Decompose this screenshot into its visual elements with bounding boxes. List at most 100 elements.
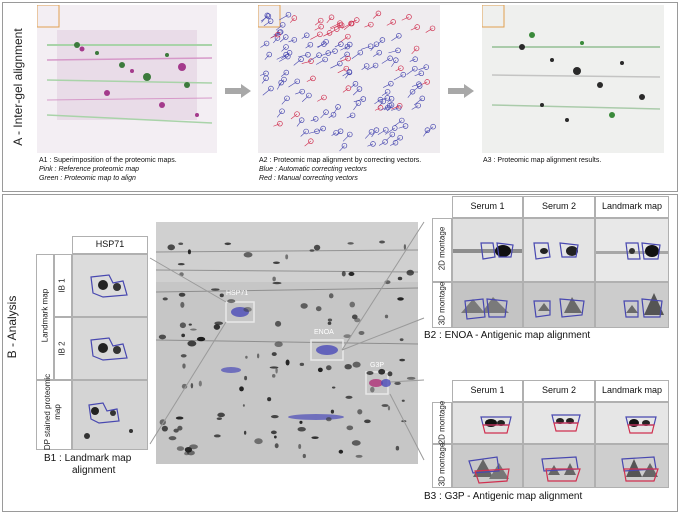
correcting-vector-line bbox=[425, 28, 433, 33]
correcting-vector-line bbox=[301, 35, 307, 39]
correcting-vector-line bbox=[377, 101, 384, 108]
protein-spot bbox=[330, 409, 335, 414]
correcting-vector-line bbox=[409, 58, 416, 62]
manual-vector-marker bbox=[368, 21, 374, 28]
b3-row1-label-cell bbox=[432, 402, 452, 444]
protein-spot bbox=[271, 352, 277, 357]
protein-spot bbox=[254, 438, 263, 445]
manual-vector-marker bbox=[310, 75, 316, 82]
protein-spot bbox=[347, 242, 354, 245]
correcting-vector-line bbox=[279, 36, 286, 43]
b1-row1-label-cell bbox=[54, 254, 72, 317]
protein-spot bbox=[343, 334, 352, 339]
protein-spot bbox=[274, 341, 283, 348]
b2-col1-header-cell bbox=[452, 196, 523, 218]
correcting-vector-line bbox=[326, 50, 336, 54]
central-hsp-label: HSP71 bbox=[226, 290, 249, 297]
protein-spot bbox=[273, 435, 277, 439]
auto-vector-marker bbox=[368, 129, 375, 135]
protein-spot bbox=[175, 416, 184, 420]
correcting-vector-line bbox=[378, 97, 388, 101]
protein-spot bbox=[272, 281, 282, 285]
protein-spot bbox=[244, 375, 248, 381]
correcting-vector-line bbox=[388, 50, 399, 54]
b1-row3-image bbox=[72, 380, 148, 450]
correcting-vector-line bbox=[391, 107, 399, 111]
correcting-vector-line bbox=[304, 140, 311, 147]
correcting-vector-line bbox=[293, 59, 302, 66]
manual-vector-marker bbox=[377, 105, 384, 111]
correcting-vector-line bbox=[423, 129, 428, 137]
protein-spot bbox=[327, 321, 332, 325]
b1-header-cell bbox=[72, 236, 148, 254]
correcting-vector-line bbox=[414, 98, 423, 106]
b2-row2-label-cell bbox=[432, 282, 452, 328]
correcting-vector-line bbox=[393, 74, 404, 81]
protein-spot bbox=[243, 430, 247, 435]
correcting-vector-line bbox=[353, 98, 364, 103]
protein-spot bbox=[271, 374, 276, 378]
section-b-panel bbox=[2, 194, 678, 512]
b2-col1-header: Serum 1 bbox=[470, 201, 505, 211]
auto-vector-marker bbox=[306, 92, 312, 99]
auto-vector-marker bbox=[305, 51, 311, 58]
protein-spot bbox=[167, 244, 175, 251]
correcting-vector-line bbox=[342, 134, 351, 142]
correcting-vector-line bbox=[370, 43, 377, 51]
correcting-vector-line bbox=[414, 73, 422, 77]
correcting-vector-line bbox=[339, 58, 349, 62]
correcting-vector-line bbox=[383, 107, 389, 111]
protein-spot bbox=[395, 445, 400, 451]
b2-3d-serum1 bbox=[452, 282, 523, 328]
protein-spot bbox=[213, 324, 221, 330]
correcting-vector-line bbox=[425, 126, 434, 134]
auto-vector-marker bbox=[263, 70, 269, 77]
b2-col2-header: Serum 2 bbox=[541, 201, 576, 211]
protein-spot bbox=[217, 412, 225, 418]
correcting-vector-line bbox=[391, 105, 400, 110]
correcting-vector-line bbox=[273, 37, 278, 44]
caption-a1: A1 : Superimposition of the proteomic ma… bbox=[39, 156, 239, 183]
protein-spot bbox=[297, 426, 306, 432]
auto-vector-marker bbox=[285, 11, 292, 18]
protein-spot bbox=[327, 318, 333, 322]
correcting-vector-line bbox=[275, 24, 283, 31]
auto-vector-marker bbox=[268, 85, 274, 92]
auto-vector-marker bbox=[400, 71, 406, 78]
auto-vector-marker bbox=[347, 131, 353, 138]
manual-vector-marker bbox=[328, 14, 335, 21]
protein-spot bbox=[177, 262, 185, 266]
protein-spot bbox=[311, 436, 319, 439]
auto-vector-marker bbox=[376, 49, 382, 56]
correcting-vector-line bbox=[411, 105, 419, 110]
auto-vector-marker bbox=[352, 81, 359, 87]
auto-vector-marker bbox=[335, 104, 341, 110]
auto-vector-marker bbox=[303, 128, 309, 135]
auto-vector-marker bbox=[384, 95, 391, 101]
protein-spot bbox=[331, 386, 336, 389]
auto-vector-marker bbox=[291, 37, 298, 43]
protein-spot bbox=[178, 292, 186, 297]
correcting-vector-line bbox=[316, 59, 326, 65]
manual-vector-marker bbox=[291, 15, 298, 21]
correcting-vector-line bbox=[276, 111, 283, 118]
correcting-vector-line bbox=[377, 39, 383, 45]
connector-g3p-top bbox=[389, 379, 425, 383]
auto-vector-marker bbox=[312, 116, 319, 122]
manual-vector-marker bbox=[424, 79, 430, 85]
caption-a2-blue: Blue : Automatic correcting vectors bbox=[259, 166, 367, 173]
protein-spot bbox=[351, 440, 361, 446]
auto-vector-marker bbox=[325, 50, 332, 56]
correcting-vector-line bbox=[308, 54, 320, 62]
protein-spot bbox=[358, 330, 365, 335]
auto-vector-marker bbox=[384, 89, 391, 95]
correcting-vector-line bbox=[394, 120, 402, 127]
protein-spot bbox=[397, 276, 403, 281]
protein-spot bbox=[302, 453, 306, 459]
protein-spot bbox=[378, 368, 386, 375]
correcting-vector-line bbox=[317, 97, 325, 102]
protein-spot bbox=[179, 322, 186, 329]
correcting-vector-line bbox=[279, 14, 289, 21]
b1-caption-line2: alignment bbox=[72, 465, 116, 476]
auto-vector-marker bbox=[392, 139, 399, 146]
